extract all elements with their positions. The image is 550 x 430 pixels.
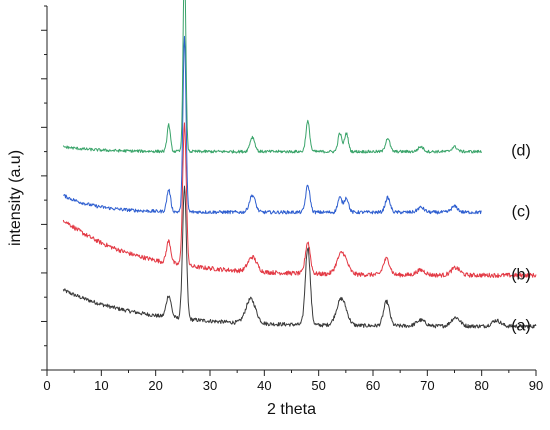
x-tick-label: 10 [94,378,108,393]
x-tick-label: 50 [311,378,325,393]
x-tick-label: 30 [203,378,217,393]
x-tick-label: 0 [43,378,50,393]
series-label: (d) [511,143,531,160]
series-labels: (a) (b) (c) (d) [511,143,531,335]
series-line-c [63,35,482,215]
y-axis-ticks [41,5,47,371]
x-tick-label: 90 [529,378,543,393]
series-line-a [62,185,537,329]
y-axis-title: intensity (a.u) [7,150,24,246]
x-axis-title: 2 theta [267,401,316,418]
x-tick-label: 80 [474,378,488,393]
series-line-d [62,0,483,154]
series-label: (c) [512,203,531,220]
x-tick-label: 70 [420,378,434,393]
x-tick-label: 60 [366,378,380,393]
plot-area: (a) (b) (c) (d) 0 10 20 30 40 50 60 70 80 90 [41,0,543,393]
series-label: (b) [511,266,531,283]
x-axis-ticks: 0 10 20 30 40 50 60 70 80 90 [43,370,543,393]
series-layer [62,0,537,329]
x-tick-label: 40 [257,378,271,393]
series-label: (a) [511,317,531,334]
series-line-b [62,122,537,278]
x-tick-label: 20 [148,378,162,393]
